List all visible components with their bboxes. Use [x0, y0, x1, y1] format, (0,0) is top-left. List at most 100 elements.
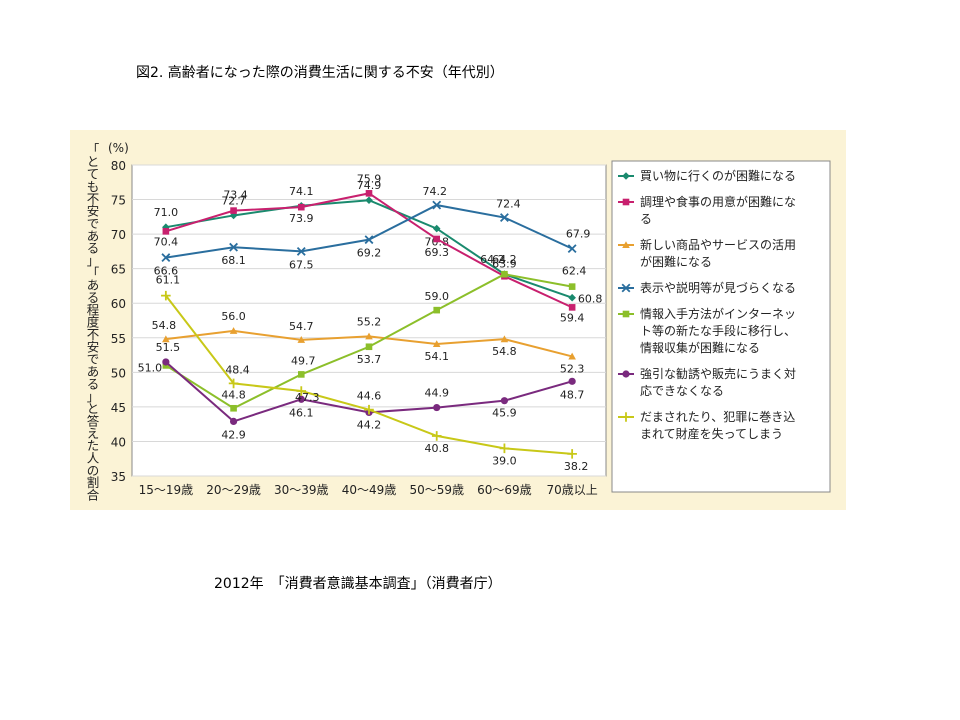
series-3-point	[365, 332, 373, 340]
series-1-point	[568, 293, 576, 302]
series-4-point	[229, 242, 239, 252]
y-tick-label: 40	[111, 435, 126, 449]
y-axis-label-char: る	[87, 241, 100, 256]
series-6-point	[568, 377, 576, 385]
y-axis-label-char: 安	[87, 339, 100, 354]
series-3-data-label: 55.2	[357, 315, 382, 328]
y-axis-label-char: 答	[87, 413, 100, 428]
series-3-point	[432, 340, 441, 348]
legend-box	[611, 160, 831, 493]
series-6-point	[433, 403, 441, 412]
y-axis-label-char: 人	[87, 450, 100, 465]
series-7-data-label: 44.6	[357, 390, 382, 403]
series-4-data-label: 67.5	[289, 258, 314, 271]
series-1-point	[432, 224, 441, 233]
y-tick-label: 75	[111, 194, 126, 208]
x-tick-label: 30～39歳	[274, 483, 329, 497]
series-7-data-label: 39.0	[492, 454, 517, 467]
series-5-data-label: 59.0	[424, 290, 449, 303]
series-5-data-label: 64.2	[480, 253, 505, 266]
series-4-point	[432, 200, 442, 210]
series-6-data-label: 45.9	[492, 407, 517, 420]
series-4-point	[567, 244, 577, 254]
legend-item-4-label: 表示や説明等が見づらくなる	[640, 280, 796, 295]
legend-item-2-marker	[622, 198, 630, 206]
series-3-data-label: 54.1	[424, 350, 449, 363]
x-tick-label: 50～59歳	[409, 483, 464, 497]
series-6-point	[500, 397, 509, 405]
source-note: 2012年 「消費者意識基本調査」（消費者庁）	[214, 576, 502, 592]
series-6-point	[229, 417, 238, 426]
y-axis-label-char: 「	[87, 142, 100, 157]
series-2-data-label: 63.9	[492, 257, 517, 270]
legend-item-5-label: 情報収集が困難になる	[640, 340, 760, 355]
y-axis-label-char: え	[87, 426, 100, 441]
y-axis-label-char: あ	[87, 228, 100, 243]
legend-item-7-label: だまされたり、犯罪に巻き込	[640, 410, 795, 424]
y-tick-label: 50	[111, 366, 126, 380]
y-tick-label: 65	[111, 263, 126, 277]
series-7-point	[499, 443, 510, 454]
legend-item-7-label: まれて財産を失ってしまう	[640, 426, 783, 441]
series-5-point	[433, 306, 441, 314]
y-axis-label-char: て	[87, 167, 100, 182]
y-tick-label: 35	[111, 470, 126, 484]
y-axis-label-char: も	[87, 179, 100, 194]
y-axis-label-char: の	[87, 463, 100, 478]
y-axis-label-char: と	[87, 401, 100, 416]
legend-item-3-label: 新しい商品やサービスの活用	[640, 237, 796, 252]
legend-item-2-label: 調理や食事の用意が困難にな	[640, 194, 796, 209]
legend-item-1-marker	[622, 172, 630, 180]
y-axis-label-char: で	[87, 216, 100, 231]
series-5-data-label: 51.0	[138, 361, 163, 374]
series-2-data-label: 70.4	[154, 235, 179, 248]
series-4-point	[161, 253, 171, 263]
series-2-data-label: 73.9	[289, 212, 314, 225]
y-tick-label: 45	[111, 401, 126, 415]
y-axis-label-char: る	[87, 376, 100, 391]
series-4-data-label: 67.9	[566, 228, 591, 241]
series-7-data-label: 40.8	[424, 442, 449, 455]
series-5-data-label: 62.4	[562, 265, 587, 278]
y-axis-label-char: 「	[87, 265, 100, 280]
y-tick-label: 55	[111, 332, 126, 346]
series-5-data-label: 53.7	[357, 353, 382, 366]
y-axis-label-char: 度	[87, 315, 100, 330]
series-4-data-label: 66.6	[154, 265, 179, 278]
y-axis-label-char: 不	[87, 191, 100, 206]
legend-item-6-label: 強引な勧誘や販売にうまく対	[640, 366, 796, 381]
y-axis-label-char: 安	[87, 204, 100, 219]
series-7-data-label: 61.1	[156, 274, 181, 287]
series-3-point	[297, 336, 306, 343]
legend-item-6-label: 応できなくなる	[640, 384, 724, 398]
series-2-point	[365, 190, 373, 197]
y-axis-label-char: あ	[87, 364, 100, 379]
series-3-point	[229, 327, 238, 334]
series-6-point	[162, 358, 170, 366]
legend-item-5-label: ト等の新たな手段に移行し、	[640, 323, 796, 338]
series-2-point	[568, 304, 576, 311]
series-7-data-label: 38.2	[564, 460, 589, 473]
chart-panel: 35 40 45 50 55 60 65 70 75 80 (%) 「とても不安である」「ある程度不安…	[70, 130, 846, 510]
series-1-point	[229, 211, 238, 220]
y-axis-label-char: 合	[87, 488, 100, 503]
y-tick-label: 80	[111, 159, 126, 173]
series-6-data-label: 46.1	[289, 406, 314, 419]
series-6-data-label: 48.7	[560, 388, 585, 401]
legend-item-3-marker	[622, 241, 630, 249]
series-2-data-label: 75.9	[357, 172, 382, 185]
y-axis-label-char: と	[87, 154, 100, 169]
legend-item-1-label: 買い物に行くのが困難になる	[640, 168, 796, 183]
series-1-data-label: 60.8	[578, 293, 603, 306]
series-4-data-label: 69.2	[357, 247, 382, 260]
series-1-data-label: 71.0	[154, 206, 179, 219]
series-2-point	[230, 207, 237, 214]
series-4-data-label: 74.2	[422, 185, 447, 198]
y-axis-label-char: 程	[87, 302, 100, 317]
series-1-point	[365, 196, 373, 205]
series-5-point	[365, 343, 373, 351]
series-2-data-label: 69.3	[424, 246, 449, 259]
page-title: 図2. 高齢者になった際の消費生活に関する不安（年代別）	[136, 65, 504, 81]
series-2-point	[433, 235, 441, 243]
series-1-data-label: 74.9	[357, 179, 382, 192]
